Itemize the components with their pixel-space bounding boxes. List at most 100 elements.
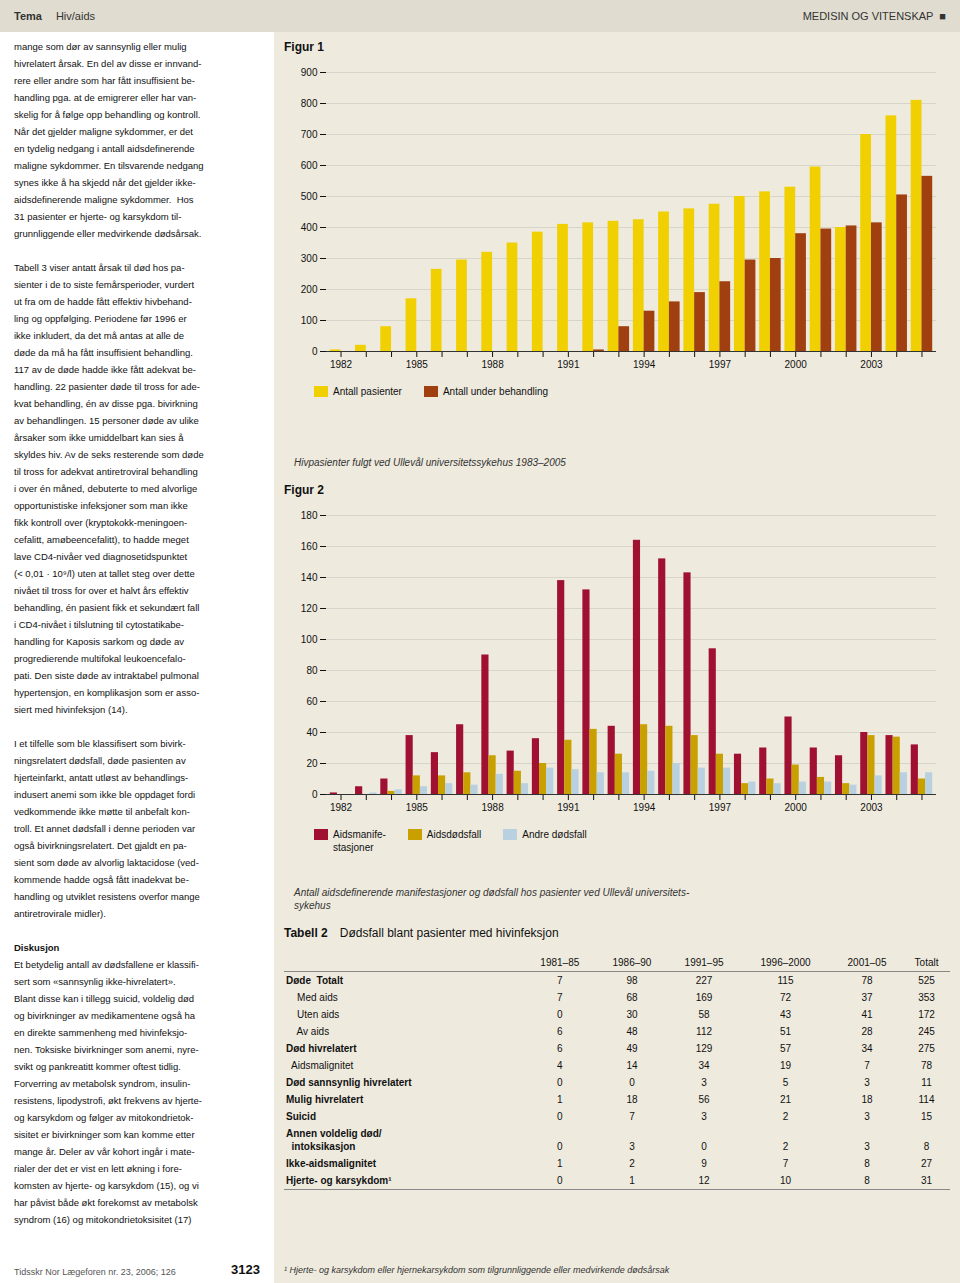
svg-text:1991: 1991 [557,359,580,370]
svg-text:1982: 1982 [330,359,353,370]
html-text:ikke inkludert, da det må anta: ikke inkludert, da det må antas at alle … [14,330,184,341]
svg-text:1985: 1985 [406,359,429,370]
html-text:Figur 1: Figur 1 [284,40,324,54]
svg-text:1994: 1994 [633,802,656,813]
svg-text:800: 800 [301,98,318,109]
html-text:aidsdefinerende maligne sykdom: aidsdefinerende maligne sykdommer. Hos [14,194,194,205]
html-text:døde da må ha fått insuffisien: døde da må ha fått insuffisient behandli… [14,347,193,358]
html-text:synes ikke å ha skjedd når det: synes ikke å ha skjedd når det gjelder i… [14,177,196,188]
html-text:mange som dør av sannsynlig el: mange som dør av sannsynlig eller mulig [14,41,187,52]
html-text:(< 0,01 · 10⁹/l) uten at talle: (< 0,01 · 10⁹/l) uten at tallet steg ove… [14,568,195,579]
html-text:Tabell 3 viser antatt årsak ti: Tabell 3 viser antatt årsak til død hos … [14,262,185,273]
html-text:kommende hadde også fått inade: kommende hadde også fått inadekvat be- [14,874,189,885]
html-text:Tema: Tema [14,10,42,22]
html-text:i CD4-nivået i tilslutning til: i CD4-nivået i tilslutning til cytostati… [14,619,184,630]
html-text:I et tilfelle som ble klassifi: I et tilfelle som ble klassifisert som b… [14,738,186,749]
svg-text:700: 700 [301,129,318,140]
html-text:Når det gjelder maligne sykdom: Når det gjelder maligne sykdommer, er de… [14,126,193,137]
html-text:nivået til tross for over et h: nivået til tross for over et halvt års e… [14,585,189,596]
html-text:handling. 22 pasienter døde ti: handling. 22 pasienter døde til tross fo… [14,381,200,392]
html-text:maligne sykdommer. En tilsvare: maligne sykdommer. En tilsvarende nedgan… [14,160,204,171]
html-text:Tabell 2: Tabell 2 [284,926,328,940]
svg-text:160: 160 [301,541,318,552]
html-text:sienter i de to siste femårspe: sienter i de to siste femårsperioder, vu… [14,279,195,290]
svg-text:1997: 1997 [709,802,732,813]
svg-text:200: 200 [301,284,318,295]
html-text:Aidsmanife- stasjoner: Aidsmanife- stasjoner [333,829,386,853]
html-text:sert som «sannsynlig ikke-hivr: sert som «sannsynlig ikke-hivrelatert». [14,976,176,987]
svg-text:100: 100 [301,634,318,645]
html-text:Et betydelig antall av dødsfal: Et betydelig antall av dødsfallene er kl… [14,959,199,970]
svg-text:1988: 1988 [481,359,504,370]
html-text:Dødsfall blant pasienter med h: Dødsfall blant pasienter med hivinfeksjo… [339,926,559,940]
html-text:ningsrelatert dødsfall, døde p: ningsrelatert dødsfall, døde pasienten a… [14,755,186,766]
svg-text:1988: 1988 [481,802,504,813]
html-text:antiretrovirale midler).: antiretrovirale midler). [14,908,106,919]
html-text:handling og utviklet resistens: handling og utviklet resistens overfor m… [14,891,200,902]
html-text:fikk kontroll over (kryptokokk: fikk kontroll over (kryptokokk-meningoen… [14,517,188,528]
html-text:cefalitt, amøbeencefalitt), to: cefalitt, amøbeencefalitt), to hadde meg… [14,534,189,545]
svg-text:0: 0 [312,346,318,357]
html-text:indusert anemi som ikke ble op: indusert anemi som ikke ble oppdaget for… [14,789,196,800]
svg-text:2000: 2000 [785,802,808,813]
html-text:sient som døde av alvorlig lak: sient som døde av alvorlig laktacidose (… [14,857,199,868]
html-text:troll. Et annet dødsfall i den: troll. Et annet dødsfall i denne periode… [14,823,196,834]
html-text:en tydelig nedgang i antall ai: en tydelig nedgang i antall aidsdefinere… [14,143,195,154]
html-text:ling og oppfølging. Periodene: ling og oppfølging. Periodene før 1996 e… [14,313,187,324]
html-text:av behandlingen. 15 personer d: av behandlingen. 15 personer døde av uli… [14,415,199,426]
html-text:også bivirkningsrelatert. Det: også bivirkningsrelatert. Det gjaldt en … [14,840,187,851]
html-text:i over én måned, debuterte to: i over én måned, debuterte to med alvorl… [14,483,198,494]
svg-text:100: 100 [301,315,318,326]
svg-text:40: 40 [306,727,318,738]
html-text:vedkommende ikke møtte til anb: vedkommende ikke møtte til anbefalt kon- [14,806,190,817]
html-text:ut fra om de hadde fått effekt: ut fra om de hadde fått effektiv hivbeha… [14,296,192,307]
svg-text:80: 80 [306,665,318,676]
html-text:117 av de døde hadde ikke fått: 117 av de døde hadde ikke fått adekvat b… [14,364,196,375]
html-text:grunnliggende eller medvirkend: grunnliggende eller medvirkende dødsårsa… [14,228,202,239]
svg-text:1985: 1985 [406,802,429,813]
html-text:siert med hivinfeksjon (14).: siert med hivinfeksjon (14). [14,704,128,715]
svg-text:1991: 1991 [557,802,580,813]
html-text:hivrelatert årsak. En del av d: hivrelatert årsak. En del av disse er in… [14,58,202,69]
html-text:pati. Den siste døde av intrak: pati. Den siste døde av intraktabel pulm… [14,670,199,681]
svg-text:1997: 1997 [709,359,732,370]
html-text:til tross for adekvat antiretr: til tross for adekvat antiretroviral beh… [14,466,198,477]
html-text:kvat behandling, én av disse p: kvat behandling, én av disse pga. bivirk… [14,398,198,409]
html-text:Diskusjon: Diskusjon [14,942,60,953]
html-text:hjerteinfarkt, antatt utløst a: hjerteinfarkt, antatt utløst av behandli… [14,772,189,783]
html-text:Antall aidsdefinerende manifes: Antall aidsdefinerende manifestasjoner o… [294,887,690,911]
html-text:handling pga. at de emigrerer: handling pga. at de emigrerer eller har … [14,92,197,103]
svg-text:180: 180 [301,510,318,521]
svg-text:20: 20 [306,758,318,769]
html-text:opportunistiske infeksjoner so: opportunistiske infeksjoner som man ikke [14,500,188,511]
html-text:Annen voldelig død/ intoksikas: Annen voldelig død/ intoksikasjon [286,1128,382,1152]
html-text:skyldes hiv. Av de seks rester: skyldes hiv. Av de seks resterende som d… [14,449,204,460]
html-text:handling for Kaposis sarkom og: handling for Kaposis sarkom og døde av [14,636,184,647]
svg-text:600: 600 [301,160,318,171]
html-text:3123: 3123 [231,1262,260,1277]
html-text:rere eller andre som har fått: rere eller andre som har fått insuffisie… [14,75,195,86]
svg-text:500: 500 [301,191,318,202]
html-text:MEDISIN OG VITENSKAP ■: MEDISIN OG VITENSKAP ■ [802,10,946,22]
svg-text:400: 400 [301,222,318,233]
svg-text:1982: 1982 [330,802,353,813]
svg-text:0: 0 [312,789,318,800]
svg-text:140: 140 [301,572,318,583]
html-text:Figur 2: Figur 2 [284,483,324,497]
html-text:progredierende multifokal leuk: progredierende multifokal leukoencefalo- [14,653,186,664]
svg-text:2003: 2003 [860,359,883,370]
html-text:31 pasienter er hjerte- og kar: 31 pasienter er hjerte- og karsykdom til… [14,211,182,222]
svg-text:1994: 1994 [633,359,656,370]
html-text:hypertensjon, en komplikasjon: hypertensjon, en komplikasjon som er ass… [14,687,200,698]
html-text:skelig for å følge opp behandl: skelig for å følge opp behandling og kon… [14,109,201,120]
svg-text:2003: 2003 [860,802,883,813]
svg-text:300: 300 [301,253,318,264]
html-text:behandling, én pasient fikk et: behandling, én pasient fikk et sekundært… [14,602,200,613]
svg-text:900: 900 [301,67,318,78]
html-text:lave CD4-nivåer ved diagnoseti: lave CD4-nivåer ved diagnosetidspunktet [14,551,188,562]
svg-text:120: 120 [301,603,318,614]
svg-text:60: 60 [306,696,318,707]
html-text:årsaker som ikke umiddelbart k: årsaker som ikke umiddelbart kan sies å [14,432,184,443]
html-text:Hiv/aids: Hiv/aids [55,10,95,22]
svg-text:2000: 2000 [785,359,808,370]
